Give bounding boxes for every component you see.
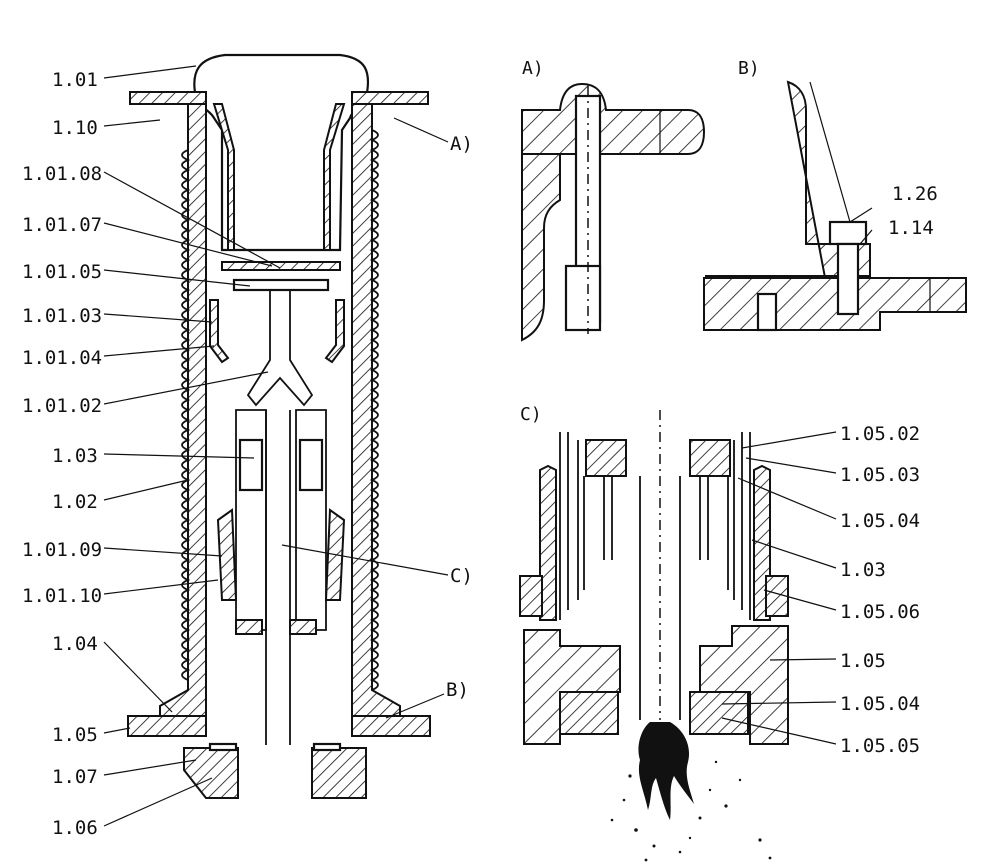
contact-base [232,278,330,292]
label-1-01: 1.01 [52,69,98,91]
central-stem [246,290,314,407]
detail-a-drawing [521,82,706,342]
detail-a-flange [521,82,706,155]
guide-ring-right [289,619,317,635]
detail-b-bolt-head [828,220,868,246]
label-ref-c: C) [450,565,473,587]
label-1-10: 1.10 [52,117,98,139]
spark-particles [610,760,772,862]
guide-ring-left [235,619,263,635]
bottom-block-right [311,747,367,799]
label-1-05-06: 1.05.06 [840,601,920,623]
bottom-flange-right [351,715,431,737]
label-1-01-05: 1.01.05 [22,261,102,283]
label-1-01-07: 1.01.07 [22,214,102,236]
top-flange-right [351,91,429,105]
gasket-left [208,742,238,752]
label-1-02: 1.02 [52,491,98,513]
bottom-flange-left [127,715,207,737]
label-1-01-09: 1.01.09 [22,539,102,561]
label-1-01-08: 1.01.08 [22,163,102,185]
detail-c-right-sleeve [699,432,751,620]
section-title-a: A) [522,58,544,79]
contact-fingers-left [209,299,230,364]
gasket-right [312,742,342,752]
label-1-05-04-bottom: 1.05.04 [840,693,920,715]
label-1-01-04: 1.01.04 [22,347,102,369]
detail-a-nut [564,264,602,332]
label-ref-b: B) [446,679,469,701]
label-1-26: 1.26 [892,183,938,205]
section-title-b: B) [738,58,760,79]
detail-c-left-top-ring [585,439,627,477]
detail-c-left-bottom-ring [559,691,619,735]
label-1-14: 1.14 [888,217,934,239]
label-1-01-10: 1.01.10 [22,585,102,607]
detail-c-right-clip [765,575,789,617]
top-dome [193,53,370,252]
detail-c-left-sleeve [559,432,613,620]
insulator-ribs-right [369,129,379,691]
detail-c-right-bottom-ring [689,691,749,735]
label-1-05-detail: 1.05 [840,650,886,672]
detail-c-left-housing [523,629,621,745]
contact-plate [221,261,341,271]
contact-fingers-right [324,299,345,364]
label-1-01-03: 1.01.03 [22,305,102,327]
contact-block-left [238,438,264,492]
label-ref-a: A) [450,133,473,155]
spring-fingers-left [216,508,238,601]
label-1-05-03: 1.05.03 [840,464,920,486]
label-1-03-detail: 1.03 [840,559,886,581]
section-title-c: C) [520,404,542,425]
label-1-01-02: 1.01.02 [22,395,102,417]
top-flange-left [129,91,207,105]
main-section-drawing [127,53,431,799]
label-1-07: 1.07 [52,766,98,788]
detail-b-pin [756,292,778,332]
detail-c-right-top-ring [689,439,731,477]
label-1-05: 1.05 [52,724,98,746]
label-1-06: 1.06 [52,817,98,839]
main-labels: 1.01 1.10 1.01.08 1.01.07 1.01.05 1.01.0… [22,69,473,839]
inner-sleeve-left [212,103,235,251]
label-1-05-05: 1.05.05 [840,735,920,757]
insulator-ribs-left [181,149,191,681]
main-leaders [103,65,449,827]
label-1-03: 1.03 [52,445,98,467]
detail-b-drawing [703,80,967,332]
detail-c-drawing [519,410,837,862]
label-1-05-02: 1.05.02 [840,423,920,445]
detail-b-flange [703,277,967,331]
detail-labels: A) B) C) 1.26 1.14 1.05.02 1.05.03 1.05.… [520,58,938,757]
inner-sleeve-right [323,103,346,251]
detail-b-bolt-shank [836,242,860,316]
detail-c-left-clip [519,575,543,617]
label-1-04: 1.04 [52,633,98,655]
detail-a-body [521,153,561,342]
bottom-block-left [183,747,239,799]
contact-block-right [298,438,324,492]
label-1-05-04-top: 1.05.04 [840,510,920,532]
arc-spark [638,722,694,820]
